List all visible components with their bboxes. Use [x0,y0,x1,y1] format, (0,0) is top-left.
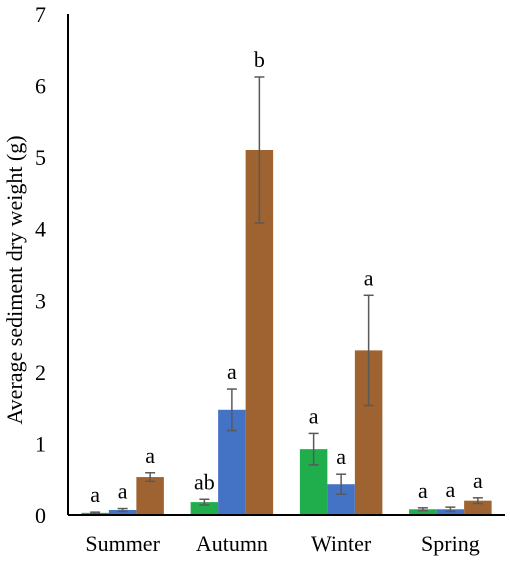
bar [190,502,219,515]
y-tick-label: 3 [35,288,46,313]
significance-label: a [445,477,455,502]
bar [464,500,492,515]
bar [136,477,164,515]
y-axis-ticks: 0 1 2 3 4 5 6 7 [35,2,46,528]
category-labels-layer: Summer Autumn Winter Spring [85,531,479,556]
significance-label: a [364,265,374,290]
x-category-label: Summer [85,531,160,556]
x-category-label: Winter [311,531,372,556]
significance-label: ab [194,469,215,494]
error-bars-layer [90,76,483,515]
y-tick-label: 2 [35,360,46,385]
y-axis-title: Average sediment dry weight (g) [2,135,27,424]
y-tick-label: 5 [35,145,46,170]
significance-label: a [309,403,319,428]
significance-label: a [473,468,483,493]
significance-label: a [418,478,428,503]
significance-label: b [254,47,265,72]
x-category-label: Spring [421,531,480,556]
bars-layer [81,149,492,515]
significance-label: a [118,479,128,504]
significance-label: a [336,444,346,469]
y-tick-label: 0 [35,503,46,528]
x-category-label: Autumn [196,531,268,556]
significance-label: a [145,443,155,468]
bar [108,509,137,515]
y-tick-label: 1 [35,431,46,456]
significance-label: a [227,359,237,384]
bar [409,509,437,515]
y-tick-label: 6 [35,74,46,99]
significance-label: a [90,482,100,507]
y-tick-label: 7 [35,2,46,27]
y-tick-label: 4 [35,217,46,242]
